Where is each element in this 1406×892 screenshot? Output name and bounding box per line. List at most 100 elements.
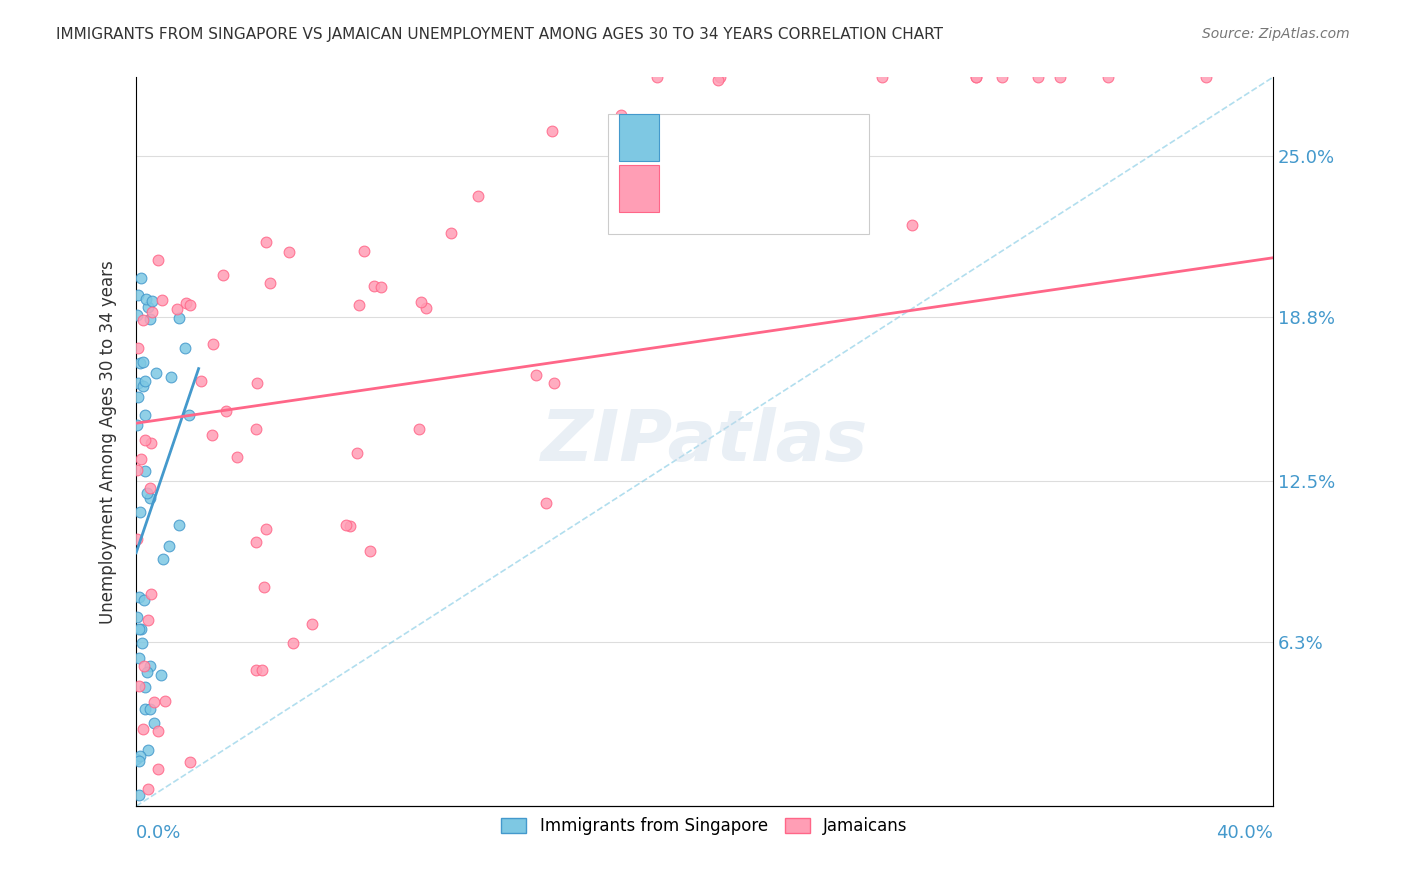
Point <box>139 481 162 495</box>
Point <box>179 755 201 769</box>
Point <box>543 376 565 390</box>
Point <box>129 748 152 763</box>
Point <box>150 667 173 681</box>
Point <box>135 292 157 306</box>
Point <box>141 294 163 309</box>
Point <box>135 486 157 500</box>
Point <box>134 465 156 479</box>
Point <box>167 311 190 326</box>
Point <box>990 70 1012 85</box>
Point <box>259 276 281 290</box>
Point <box>179 297 201 311</box>
Point <box>127 288 149 302</box>
Point <box>254 522 277 536</box>
Point <box>792 209 814 223</box>
Point <box>125 463 148 477</box>
Point <box>128 650 150 665</box>
Point <box>134 374 156 388</box>
Point <box>131 379 153 393</box>
Point <box>127 341 149 355</box>
Point <box>166 302 188 317</box>
Y-axis label: Unemployment Among Ages 30 to 34 years: Unemployment Among Ages 30 to 34 years <box>100 260 117 624</box>
Point <box>136 613 159 627</box>
Point <box>1026 70 1049 85</box>
Point <box>129 452 152 467</box>
Point <box>281 635 304 649</box>
Point <box>245 422 267 436</box>
Text: R = 0.243: R = 0.243 <box>662 127 745 145</box>
Point <box>347 297 370 311</box>
Point <box>346 445 368 459</box>
Point <box>245 663 267 677</box>
Text: Source: ZipAtlas.com: Source: ZipAtlas.com <box>1202 27 1350 41</box>
Point <box>160 370 183 384</box>
Point <box>150 293 173 307</box>
Point <box>125 752 148 766</box>
Point <box>128 622 150 636</box>
Point <box>146 252 169 267</box>
Point <box>174 295 197 310</box>
Point <box>129 356 152 370</box>
Point <box>146 762 169 776</box>
Point <box>335 518 357 533</box>
Point <box>128 754 150 768</box>
Text: N = 74: N = 74 <box>755 178 818 195</box>
Point <box>143 715 166 730</box>
Point <box>141 304 163 318</box>
Point <box>145 366 167 380</box>
Point <box>132 723 155 737</box>
Text: ZIPatlas: ZIPatlas <box>541 408 868 476</box>
Point <box>254 235 277 250</box>
Point <box>440 226 463 240</box>
Point <box>132 593 155 607</box>
Point <box>353 244 375 258</box>
Point <box>157 539 180 553</box>
Point <box>245 534 267 549</box>
Point <box>190 374 212 388</box>
Point <box>139 435 162 450</box>
Point <box>225 450 247 464</box>
Point <box>408 422 430 436</box>
Point <box>252 663 274 677</box>
Point <box>610 108 633 122</box>
Point <box>252 580 274 594</box>
Point <box>706 72 728 87</box>
Point <box>138 300 160 314</box>
Point <box>132 354 155 368</box>
Point <box>370 280 392 294</box>
Point <box>134 658 156 673</box>
Point <box>134 408 156 422</box>
Point <box>136 781 159 796</box>
Point <box>134 433 156 447</box>
Point <box>152 552 174 566</box>
Point <box>709 70 731 85</box>
Point <box>215 404 238 418</box>
Point <box>131 636 153 650</box>
Point <box>169 518 191 533</box>
Point <box>277 245 299 260</box>
Point <box>415 301 437 316</box>
Point <box>134 702 156 716</box>
Point <box>139 312 162 326</box>
Point <box>125 308 148 322</box>
Point <box>467 188 489 202</box>
FancyBboxPatch shape <box>619 114 659 161</box>
Point <box>965 70 987 85</box>
Point <box>136 743 159 757</box>
Point <box>1049 70 1071 85</box>
Point <box>524 368 547 382</box>
FancyBboxPatch shape <box>619 165 659 212</box>
Point <box>134 680 156 694</box>
Point <box>128 590 150 604</box>
Point <box>645 70 668 85</box>
Point <box>139 587 162 601</box>
Point <box>136 665 159 679</box>
Point <box>339 519 361 533</box>
Point <box>201 428 224 442</box>
Point <box>409 294 432 309</box>
Point <box>363 279 385 293</box>
Point <box>127 390 149 404</box>
Point <box>155 693 177 707</box>
Point <box>246 376 269 390</box>
Text: R = 0.201: R = 0.201 <box>662 178 745 195</box>
